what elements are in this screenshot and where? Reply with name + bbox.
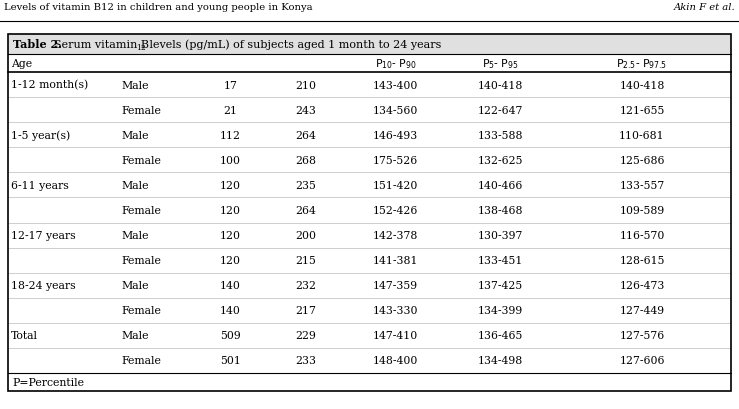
Text: Age: Age (11, 59, 32, 69)
Text: 141-381: 141-381 (372, 256, 418, 265)
Text: 120: 120 (220, 205, 241, 216)
Text: 109-589: 109-589 (619, 205, 664, 216)
Text: Table 2.: Table 2. (13, 39, 62, 50)
Text: Female: Female (121, 256, 161, 265)
Text: 147-359: 147-359 (373, 281, 418, 290)
Text: 100: 100 (220, 155, 241, 165)
Text: 130-397: 130-397 (478, 231, 523, 240)
Text: 210: 210 (295, 80, 316, 90)
Bar (8, 35, 731, 391)
Text: 133-451: 133-451 (478, 256, 523, 265)
Text: 134-498: 134-498 (478, 355, 523, 366)
Text: 136-465: 136-465 (478, 330, 523, 341)
Text: 18-24 years: 18-24 years (11, 281, 75, 290)
Text: Female: Female (121, 205, 161, 216)
Text: 137-425: 137-425 (478, 281, 523, 290)
Text: Female: Female (121, 106, 161, 115)
Text: 146-493: 146-493 (373, 130, 418, 140)
Text: 232: 232 (295, 281, 316, 290)
Text: 264: 264 (295, 205, 316, 216)
Text: Male: Male (121, 180, 149, 191)
Text: 133-557: 133-557 (619, 180, 664, 191)
Text: 138-468: 138-468 (477, 205, 523, 216)
Text: 140-466: 140-466 (478, 180, 523, 191)
Text: 122-647: 122-647 (478, 106, 523, 115)
Text: 126-473: 126-473 (619, 281, 664, 290)
Text: 132-625: 132-625 (477, 155, 523, 165)
Text: Female: Female (121, 155, 161, 165)
Text: 151-420: 151-420 (372, 180, 418, 191)
Text: 509: 509 (220, 330, 241, 341)
Text: P=Percentile: P=Percentile (12, 377, 84, 387)
Text: $\mathrm{P}_{10}$- $\mathrm{P}_{90}$: $\mathrm{P}_{10}$- $\mathrm{P}_{90}$ (375, 57, 416, 71)
Text: Akin F et al.: Akin F et al. (673, 2, 735, 11)
Text: 140-418: 140-418 (619, 80, 664, 90)
Text: Levels of vitamin B12 in children and young people in Konya: Levels of vitamin B12 in children and yo… (4, 2, 313, 11)
Text: levels (pg/mL) of subjects aged 1 month to 24 years: levels (pg/mL) of subjects aged 1 month … (146, 40, 441, 50)
Text: $\mathrm{P}_{5}$- $\mathrm{P}_{95}$: $\mathrm{P}_{5}$- $\mathrm{P}_{95}$ (482, 57, 519, 71)
Text: 142-378: 142-378 (372, 231, 418, 240)
Text: 128-615: 128-615 (619, 256, 665, 265)
Text: Male: Male (121, 330, 149, 341)
Text: Female: Female (121, 355, 161, 366)
Text: 127-449: 127-449 (619, 306, 664, 315)
Text: $\mathrm{P}_{2.5}$- $\mathrm{P}_{97.5}$: $\mathrm{P}_{2.5}$- $\mathrm{P}_{97.5}$ (616, 57, 667, 71)
Text: 200: 200 (295, 231, 316, 240)
Text: 12-17 years: 12-17 years (11, 231, 75, 240)
Text: 268: 268 (295, 155, 316, 165)
Text: Male: Male (121, 80, 149, 90)
Text: Male: Male (121, 281, 149, 290)
Text: 125-686: 125-686 (619, 155, 665, 165)
Text: 134-399: 134-399 (478, 306, 523, 315)
Text: 143-400: 143-400 (372, 80, 418, 90)
Text: Male: Male (121, 231, 149, 240)
Text: Total: Total (11, 330, 38, 341)
Text: 1-12 month(s): 1-12 month(s) (11, 80, 88, 90)
Text: 140-418: 140-418 (478, 80, 523, 90)
Text: 21: 21 (223, 106, 237, 115)
Text: 215: 215 (295, 256, 316, 265)
Text: 127-606: 127-606 (619, 355, 665, 366)
Text: 229: 229 (295, 330, 316, 341)
Text: Male: Male (121, 130, 149, 140)
Text: 133-588: 133-588 (477, 130, 523, 140)
Text: 143-330: 143-330 (372, 306, 418, 315)
Text: Female: Female (121, 306, 161, 315)
Text: 243: 243 (295, 106, 316, 115)
Text: 12: 12 (136, 43, 146, 52)
Text: 110-681: 110-681 (619, 130, 665, 140)
Text: 121-655: 121-655 (619, 106, 664, 115)
Text: 112: 112 (220, 130, 241, 140)
Text: 175-526: 175-526 (373, 155, 418, 165)
Text: 217: 217 (295, 306, 316, 315)
Text: 120: 120 (220, 180, 241, 191)
Text: 501: 501 (220, 355, 241, 366)
Text: 134-560: 134-560 (372, 106, 418, 115)
Text: 17: 17 (224, 80, 237, 90)
Text: 147-410: 147-410 (373, 330, 418, 341)
Text: 127-576: 127-576 (619, 330, 664, 341)
Text: 235: 235 (295, 180, 316, 191)
Text: 120: 120 (220, 231, 241, 240)
Text: 140: 140 (220, 281, 241, 290)
Text: 120: 120 (220, 256, 241, 265)
Bar (8, 35, 731, 55)
Text: 152-426: 152-426 (372, 205, 418, 216)
Text: Serum vitamin B: Serum vitamin B (54, 40, 149, 50)
Text: 233: 233 (295, 355, 316, 366)
Text: 6-11 years: 6-11 years (11, 180, 69, 191)
Text: 264: 264 (295, 130, 316, 140)
Text: 148-400: 148-400 (372, 355, 418, 366)
Text: 1-5 year(s): 1-5 year(s) (11, 130, 70, 141)
Text: 116-570: 116-570 (619, 231, 664, 240)
Text: 140: 140 (220, 306, 241, 315)
